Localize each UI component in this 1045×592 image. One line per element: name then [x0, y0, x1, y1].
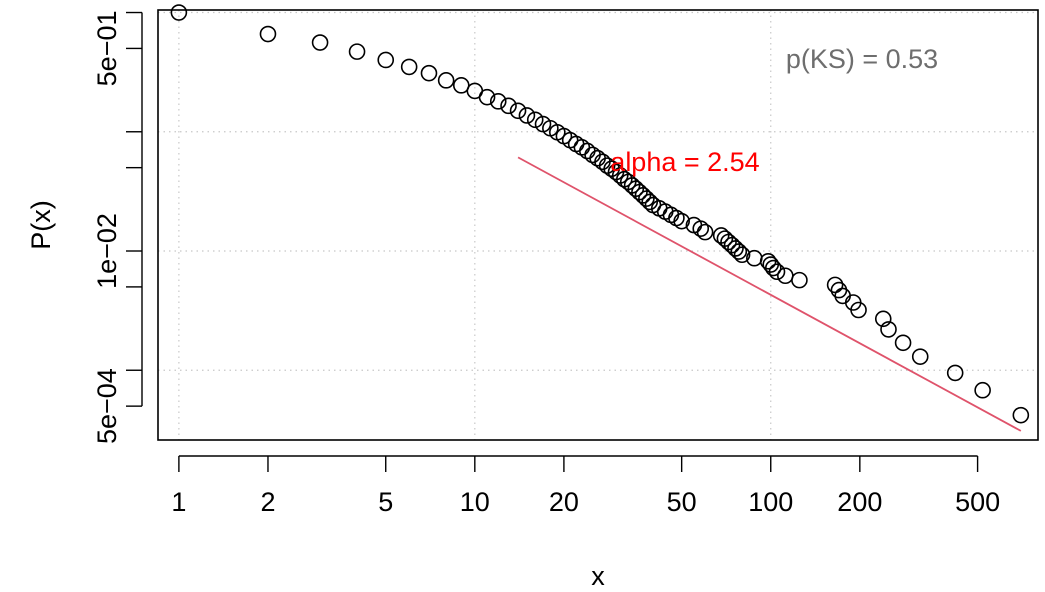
x-tick-label: 1	[171, 487, 186, 517]
x-tick-label: 20	[549, 487, 579, 517]
plot-area	[157, 9, 1039, 441]
data-point	[974, 381, 991, 399]
data-point	[584, 146, 601, 164]
x-axis: 1 2 5 10 20 50 100 200 500	[171, 455, 1000, 517]
data-point	[662, 206, 680, 224]
data-point	[348, 43, 366, 60]
data-point	[1012, 406, 1030, 424]
x-tick-label: 200	[837, 487, 882, 517]
x-tick-label: 100	[748, 487, 793, 517]
data-point	[946, 364, 964, 382]
fit-line	[517, 156, 1022, 432]
data-point	[791, 271, 808, 289]
y-tick-label: 5e−01	[92, 10, 122, 86]
data-point	[641, 193, 659, 211]
data-point	[764, 259, 782, 277]
data-point	[696, 223, 714, 241]
data-point	[733, 246, 751, 264]
ks-annotation: p(KS) = 0.53	[786, 44, 938, 74]
data-point	[573, 139, 591, 156]
data-point	[489, 93, 507, 110]
data-point	[579, 142, 596, 160]
data-point	[638, 190, 655, 207]
data-point	[668, 209, 685, 227]
fit-line-layer	[517, 156, 1022, 432]
x-tick-label: 5	[378, 487, 393, 517]
data-point	[598, 157, 616, 174]
data-point	[400, 58, 418, 76]
y-tick-label: 5e−04	[92, 368, 122, 444]
data-point	[768, 263, 786, 281]
data-point	[509, 102, 527, 120]
y-axis: 5e−01 1e−02 5e−04	[92, 10, 143, 444]
data-point	[170, 4, 188, 21]
data-point	[377, 51, 395, 69]
data-point	[437, 72, 455, 89]
data-point	[478, 88, 496, 106]
data-point	[911, 348, 929, 365]
x-tick-label: 10	[460, 487, 490, 517]
data-point	[894, 334, 912, 352]
x-tick-label: 2	[260, 487, 275, 517]
data-point	[673, 212, 690, 230]
data-point	[259, 25, 277, 43]
data-point	[526, 111, 544, 129]
y-tick-label: 1e−02	[92, 213, 122, 289]
data-point	[880, 321, 897, 338]
data-point	[311, 34, 329, 51]
data-point	[500, 97, 517, 115]
y-axis-label: P(x)	[26, 200, 56, 250]
alpha-annotation: alpha = 2.54	[610, 147, 759, 177]
data-point	[850, 301, 867, 319]
x-tick-label: 50	[667, 487, 697, 517]
data-point	[420, 64, 438, 82]
data-point	[692, 220, 710, 237]
grid	[158, 10, 1038, 440]
data-point	[727, 240, 744, 257]
data-point	[777, 267, 794, 285]
data-point	[730, 243, 748, 260]
data-point	[518, 107, 536, 124]
data-point	[826, 276, 844, 294]
data-point	[589, 149, 606, 167]
x-axis-label: x	[591, 561, 605, 591]
data-point	[874, 310, 892, 328]
data-points	[170, 4, 1030, 424]
x-tick-label: 500	[955, 487, 1000, 517]
